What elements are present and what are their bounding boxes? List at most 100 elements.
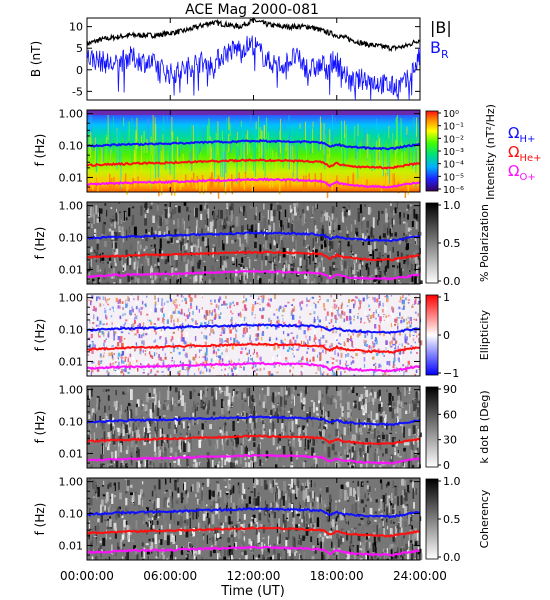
texture-cell — [416, 393, 420, 404]
texture-cell — [383, 138, 384, 177]
texture-cell — [108, 465, 111, 468]
texture-cell — [365, 555, 367, 560]
texture-cell — [391, 407, 395, 419]
texture-cell — [396, 202, 398, 210]
texture-cell — [294, 395, 295, 406]
texture-cell — [408, 460, 411, 468]
texture-cell — [264, 408, 267, 413]
texture-cell — [194, 408, 196, 418]
texture-cell — [325, 388, 328, 394]
legend-br-label: BR — [430, 38, 449, 61]
texture-cell — [337, 457, 339, 466]
texture-cell — [212, 244, 216, 247]
texture-cell — [355, 353, 358, 357]
texture-cell — [126, 300, 128, 306]
texture-cell — [117, 415, 119, 418]
texture-cell — [387, 525, 389, 530]
texture-cell — [400, 436, 402, 439]
texture-cell — [132, 325, 134, 328]
texture-cell — [140, 364, 143, 367]
texture-cell — [163, 415, 166, 417]
texture-cell — [372, 339, 374, 341]
texture-cell — [376, 436, 379, 445]
texture-cell — [365, 504, 367, 507]
texture-cell — [199, 275, 203, 284]
texture-cell — [269, 243, 272, 250]
texture-cell — [166, 226, 169, 236]
texture-cell — [161, 428, 163, 434]
texture-cell — [385, 208, 388, 218]
texture-cell — [411, 305, 414, 308]
texture-cell — [286, 548, 289, 556]
texture-cell — [145, 427, 147, 437]
texture-cell — [336, 310, 339, 315]
colorbar-tick-label: 60 — [443, 408, 457, 421]
texture-cell — [340, 294, 342, 296]
texture-cell — [166, 115, 168, 124]
texture-cell — [411, 442, 413, 447]
texture-cell — [180, 330, 183, 333]
texture-cell — [115, 400, 118, 409]
texture-cell — [108, 482, 112, 488]
texture-cell — [265, 238, 267, 250]
texture-cell — [235, 532, 238, 536]
texture-cell — [412, 531, 415, 541]
texture-cell — [350, 355, 353, 358]
texture-cell — [91, 246, 93, 252]
texture-cell — [378, 222, 380, 231]
texture-cell — [358, 332, 362, 335]
texture-cell — [93, 249, 96, 253]
texture-cell — [189, 152, 191, 161]
texture-cell — [175, 253, 178, 260]
texture-cell — [147, 433, 150, 442]
texture-cell — [270, 514, 274, 525]
texture-cell — [396, 258, 399, 263]
texture-cell — [234, 322, 237, 327]
texture-cell — [100, 488, 102, 499]
texture-cell — [243, 282, 247, 284]
texture-cell — [313, 302, 315, 304]
texture-cell — [149, 354, 152, 358]
texture-cell — [145, 229, 148, 234]
texture-cell — [263, 217, 266, 228]
texture-cell — [209, 491, 213, 497]
texture-cell — [281, 415, 284, 424]
texture-cell — [411, 543, 414, 555]
texture-cell — [224, 390, 226, 396]
texture-cell — [269, 415, 272, 423]
texture-cell — [263, 216, 265, 218]
colorbar-tick-label: 10⁻³ — [443, 147, 464, 158]
texture-cell — [375, 337, 377, 342]
texture-cell — [279, 391, 281, 395]
texture-cell — [130, 451, 133, 455]
texture-cell — [344, 134, 346, 169]
texture-cell — [97, 212, 99, 219]
texture-cell — [180, 294, 183, 298]
texture-cell — [190, 245, 193, 252]
texture-cell — [359, 204, 362, 214]
texture-cell — [96, 403, 98, 411]
texture-cell — [287, 217, 290, 223]
texture-cell — [103, 222, 106, 225]
texture-cell — [283, 308, 285, 313]
texture-cell — [143, 279, 147, 284]
texture-cell — [164, 520, 167, 529]
texture-cell — [352, 360, 355, 364]
legend-omega-o: ΩO+ — [508, 162, 536, 183]
texture-cell — [236, 369, 239, 373]
texture-cell — [118, 332, 121, 336]
texture-cell — [180, 337, 183, 342]
texture-cell — [107, 372, 110, 376]
texture-cell — [230, 210, 234, 220]
texture-cell — [162, 134, 164, 163]
texture-cell — [340, 484, 344, 490]
texture-cell — [326, 311, 329, 316]
texture-cell — [399, 211, 401, 219]
texture-cell — [103, 352, 105, 354]
texture-cell — [189, 434, 191, 438]
texture-cell — [186, 228, 189, 236]
texture-cell — [274, 391, 277, 397]
texture-cell — [410, 240, 413, 244]
texture-cell — [182, 224, 185, 231]
texture-cell — [270, 298, 272, 302]
